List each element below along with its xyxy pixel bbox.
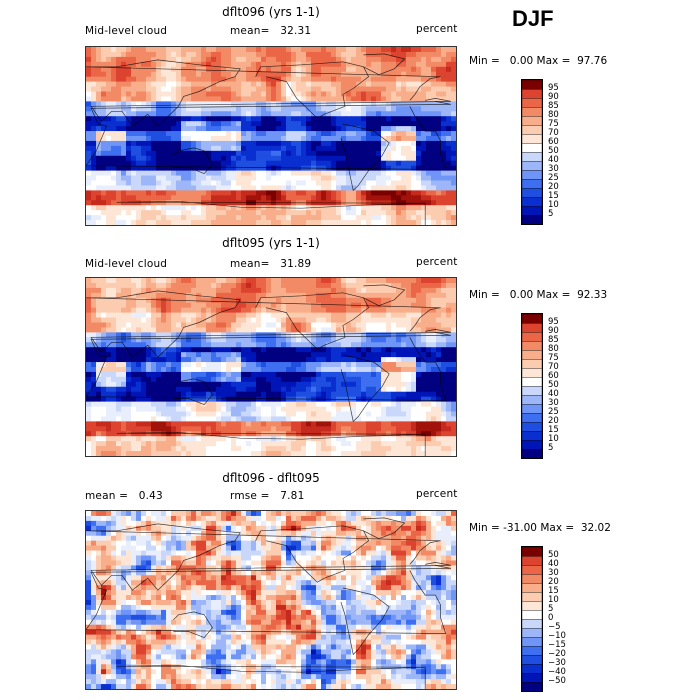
colorbar-tick-label: 15: [548, 586, 559, 596]
panel-2-mean: mean= 31.89: [230, 258, 312, 270]
season-label: DJF: [512, 6, 554, 31]
panel-1-units: percent: [416, 23, 458, 35]
colorbar-tick-label: 95: [548, 317, 559, 327]
panel-3-map: [85, 510, 457, 690]
colorbar-tick-label: 30: [548, 164, 559, 174]
colorbar-tick-label: 60: [548, 137, 559, 147]
colorbar-tick-label: −5: [548, 622, 561, 632]
colorbar-tick-label: 20: [548, 182, 559, 192]
panel-1-min-max: Min = 0.00 Max = 97.76: [469, 55, 608, 67]
colorbar-tick-label: 40: [548, 389, 559, 399]
colorbar-tick-label: 15: [548, 191, 559, 201]
colorbar-tick-label: −10: [548, 631, 566, 641]
colorbar-tick-label: 70: [548, 128, 559, 138]
panel-2-units: percent: [416, 256, 458, 268]
colorbar-tick-label: 95: [548, 83, 559, 93]
panel-1-colorbar: [521, 79, 543, 225]
panel-3-rmse: rmse = 7.81: [230, 490, 305, 502]
colorbar-tick-label: 15: [548, 425, 559, 435]
panel-3-min-max: Min = -31.00 Max = 32.02: [469, 522, 611, 534]
panel-3-title: dflt096 - dflt095: [222, 471, 320, 485]
panel-1-map: [85, 46, 457, 226]
colorbar-tick-label: 75: [548, 119, 559, 129]
colorbar-tick-label: 90: [548, 92, 559, 102]
colorbar-tick-label: 25: [548, 173, 559, 183]
colorbar-tick-label: 85: [548, 335, 559, 345]
colorbar-tick-label: −20: [548, 649, 566, 659]
colorbar-tick-label: 20: [548, 577, 559, 587]
colorbar-tick-label: 5: [548, 443, 554, 453]
panel-2-colorbar: [521, 313, 543, 459]
panel-2-title: dflt095 (yrs 1-1): [222, 236, 320, 250]
panel-1-field-label: Mid-level cloud: [85, 25, 168, 37]
colorbar-tick-label: 30: [548, 568, 559, 578]
panel-2-map: [85, 277, 457, 457]
colorbar-tick-label: 5: [548, 604, 554, 614]
panel-3-mean: mean = 0.43: [85, 490, 163, 502]
colorbar-tick-label: −30: [548, 658, 566, 668]
panel-3-colorbar: [521, 546, 543, 692]
panel-3-units: percent: [416, 488, 458, 500]
colorbar-tick-label: 10: [548, 200, 559, 210]
colorbar-tick-label: −15: [548, 640, 566, 650]
colorbar-tick-label: 70: [548, 362, 559, 372]
colorbar-tick-label: 50: [548, 550, 559, 560]
colorbar-tick-label: 10: [548, 434, 559, 444]
colorbar-tick-label: 90: [548, 326, 559, 336]
colorbar-tick-label: 25: [548, 407, 559, 417]
panel-1-title: dflt096 (yrs 1-1): [222, 5, 320, 19]
colorbar-tick-label: 5: [548, 209, 554, 219]
panel-2-field-label: Mid-level cloud: [85, 258, 168, 270]
panel-2-min-max: Min = 0.00 Max = 92.33: [469, 289, 608, 301]
colorbar-tick-label: 40: [548, 155, 559, 165]
colorbar-tick-label: 0: [548, 613, 554, 623]
colorbar-tick-label: 50: [548, 146, 559, 156]
colorbar-tick-label: 80: [548, 110, 559, 120]
colorbar-tick-label: −50: [548, 676, 566, 686]
colorbar-tick-label: 40: [548, 559, 559, 569]
colorbar-tick-label: 50: [548, 380, 559, 390]
colorbar-tick-label: −40: [548, 667, 566, 677]
colorbar-tick-label: 85: [548, 101, 559, 111]
colorbar-tick-label: 75: [548, 353, 559, 363]
panel-1-mean: mean= 32.31: [230, 25, 312, 37]
colorbar-tick-label: 30: [548, 398, 559, 408]
colorbar-tick-label: 80: [548, 344, 559, 354]
colorbar-tick-label: 60: [548, 371, 559, 381]
colorbar-tick-label: 20: [548, 416, 559, 426]
colorbar-tick-label: 10: [548, 595, 559, 605]
